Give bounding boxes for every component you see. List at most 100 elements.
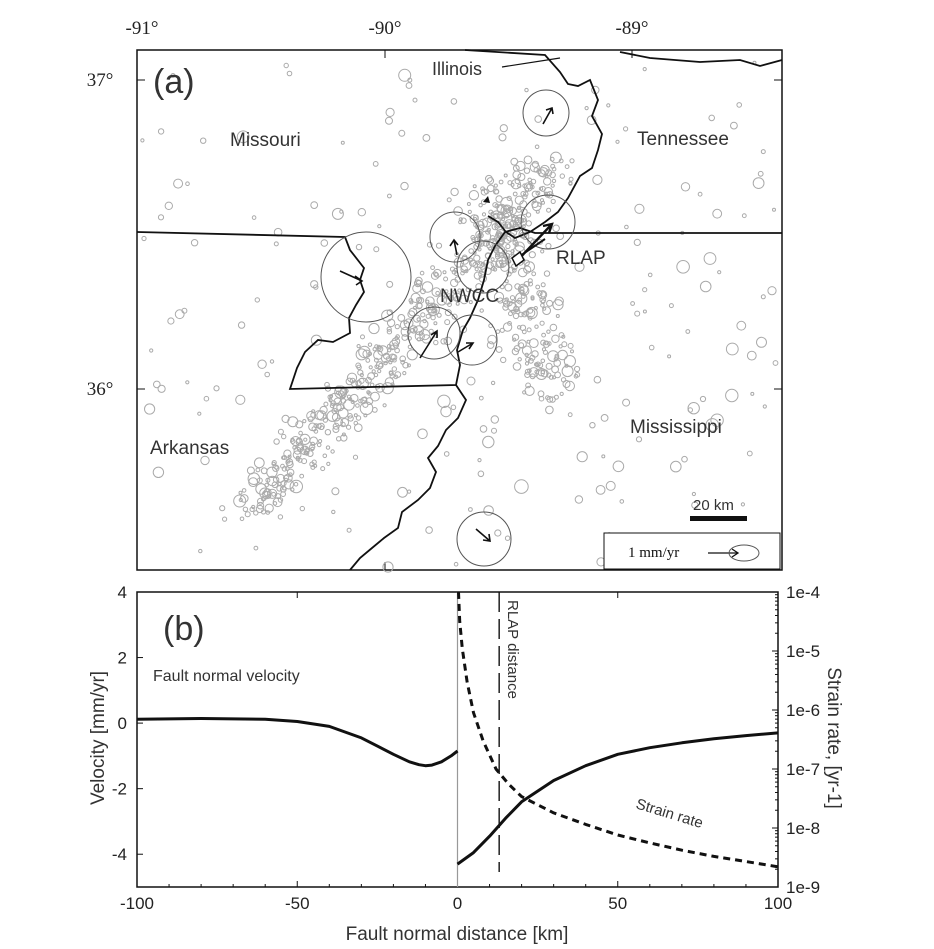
- earthquake-marker: [277, 428, 284, 435]
- earthquake-marker: [281, 433, 287, 440]
- earthquake-marker: [303, 437, 308, 442]
- earthquake-marker: [760, 294, 766, 300]
- earthquake-marker: [237, 321, 246, 329]
- earthquake-marker: [600, 414, 609, 422]
- earthquake-marker: [157, 384, 166, 393]
- earthquake-marker: [450, 187, 459, 197]
- earthquake-marker: [244, 511, 251, 518]
- earthquake-marker: [332, 426, 340, 433]
- earthquake-marker: [157, 214, 165, 221]
- earthquake-marker: [512, 362, 522, 371]
- earthquake-marker: [521, 224, 526, 229]
- earthquake-marker: [527, 315, 533, 321]
- earthquake-marker: [485, 174, 493, 183]
- earthquake-marker: [486, 341, 495, 349]
- earthquake-marker: [309, 461, 315, 467]
- earthquake-marker: [382, 561, 394, 573]
- earthquake-marker: [377, 369, 382, 374]
- earthquake-marker: [554, 353, 560, 359]
- earthquake-marker: [623, 126, 629, 132]
- earthquake-marker: [331, 412, 341, 422]
- earthquake-marker: [288, 472, 293, 478]
- earthquake-marker: [474, 267, 479, 272]
- earthquake-marker: [562, 380, 571, 388]
- earthquake-marker: [668, 303, 674, 309]
- earthquake-marker: [385, 107, 395, 118]
- earthquake-marker: [630, 301, 635, 306]
- earthquake-marker: [498, 179, 504, 185]
- earthquake-marker: [542, 306, 551, 316]
- earthquake-marker: [313, 429, 319, 434]
- y2-tick-label: 1e-8: [786, 819, 820, 838]
- earthquake-marker: [402, 361, 409, 369]
- earthquake-marker: [346, 527, 352, 533]
- state-label-missouri: Missouri: [230, 130, 301, 151]
- earthquake-marker: [524, 368, 531, 375]
- earthquake-marker: [584, 106, 589, 111]
- earthquake-marker: [341, 432, 346, 437]
- earthquake-marker: [605, 480, 616, 491]
- earthquake-marker: [323, 401, 329, 407]
- earthquake-marker: [647, 272, 653, 278]
- earthquake-marker: [527, 177, 533, 183]
- earthquake-marker: [466, 376, 476, 386]
- earthquake-marker: [517, 267, 528, 278]
- state-label-mississippi: Mississippi: [630, 417, 722, 438]
- earthquake-marker: [525, 220, 532, 227]
- earthquake-marker: [381, 309, 394, 322]
- earthquake-marker: [517, 339, 527, 349]
- earthquake-marker: [546, 299, 554, 307]
- earthquake-marker: [356, 344, 361, 349]
- earthquake-marker: [526, 183, 533, 190]
- earthquake-marker: [365, 376, 372, 384]
- earthquake-marker: [717, 270, 722, 275]
- earthquake-marker: [346, 372, 358, 383]
- earthquake-marker: [255, 504, 264, 514]
- earthquake-marker: [190, 239, 199, 247]
- panel-label-a: (a): [153, 63, 195, 101]
- earthquake-marker: [340, 140, 345, 145]
- earthquake-marker: [507, 321, 512, 326]
- y2-tick-label: 1e-6: [786, 701, 820, 720]
- earthquake-marker: [170, 73, 176, 78]
- earthquake-marker: [524, 87, 529, 93]
- earthquake-marker: [486, 177, 495, 185]
- earthquake-marker: [558, 158, 564, 164]
- earthquake-marker: [752, 177, 765, 190]
- earthquake-marker: [371, 369, 376, 374]
- earthquake-marker: [541, 332, 546, 338]
- earthquake-marker: [570, 349, 574, 354]
- earthquake-marker: [551, 178, 557, 184]
- y2-tick-label: 1e-5: [786, 642, 820, 661]
- earthquake-marker: [464, 269, 469, 274]
- earthquake-marker: [514, 195, 524, 205]
- earthquake-marker: [262, 490, 269, 497]
- earthquake-marker: [479, 308, 484, 313]
- earthquake-marker: [472, 262, 479, 268]
- earthquake-marker: [386, 326, 392, 332]
- earthquake-marker: [529, 373, 536, 380]
- earthquake-marker: [293, 481, 299, 487]
- y2-tick-label: 1e-9: [786, 878, 820, 897]
- earthquake-marker: [543, 187, 553, 197]
- earthquake-marker: [357, 208, 366, 217]
- earthquake-marker: [511, 267, 517, 273]
- earthquake-marker: [601, 454, 606, 459]
- earthquake-marker: [494, 529, 502, 537]
- earthquake-marker: [316, 442, 322, 448]
- earthquake-marker: [526, 339, 531, 344]
- earthquake-marker: [736, 102, 743, 108]
- earthquake-marker: [433, 268, 442, 278]
- earthquake-marker: [358, 377, 365, 384]
- earthquake-marker: [397, 486, 408, 498]
- earthquake-marker: [292, 445, 297, 450]
- earthquake-marker: [515, 160, 526, 172]
- y2-tick-label: 1e-7: [786, 760, 820, 779]
- earthquake-marker: [431, 287, 442, 297]
- earthquake-marker: [522, 390, 527, 395]
- earthquake-marker: [421, 334, 431, 344]
- earthquake-marker: [447, 302, 452, 308]
- earthquake-marker: [313, 423, 319, 429]
- earthquake-marker: [417, 428, 428, 440]
- earthquake-marker: [468, 257, 474, 263]
